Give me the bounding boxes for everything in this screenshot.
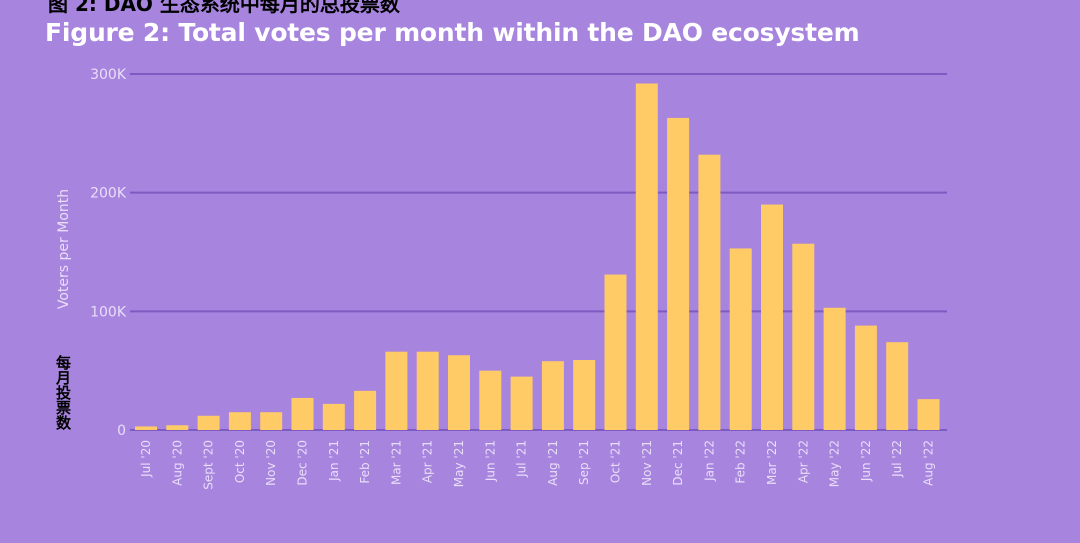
- x-tick-label: Nov '21: [640, 440, 654, 486]
- bar: [698, 154, 721, 430]
- x-tick-label: Jan '22: [702, 440, 716, 482]
- chart-title: Figure 2: Total votes per month within t…: [45, 18, 860, 47]
- x-tick-label: Sept '20: [202, 440, 216, 490]
- bar: [510, 376, 533, 430]
- bar: [792, 243, 815, 430]
- x-tick-label: Feb '21: [358, 440, 372, 484]
- y-tick-label: 0: [117, 423, 126, 439]
- bar: [448, 355, 470, 430]
- bar: [886, 342, 909, 430]
- bar: [917, 399, 940, 430]
- x-tick-label: May '21: [452, 440, 466, 487]
- bar: [416, 351, 439, 430]
- x-tick-label: Mar '21: [389, 440, 403, 485]
- bar: [573, 359, 596, 430]
- x-tick-label: Nov '20: [264, 440, 278, 486]
- top-caption: 图 2: DAO 生态系统中每月的总投票数: [48, 0, 400, 16]
- x-tick-label: Feb '22: [734, 440, 748, 484]
- bar: [729, 248, 752, 430]
- y-tick-label: 100K: [90, 304, 127, 320]
- bar: [197, 415, 220, 430]
- bar: [635, 83, 658, 430]
- x-tick-label: Jun '21: [483, 440, 497, 482]
- x-tick-label: Oct '21: [609, 440, 623, 483]
- bar: [166, 425, 189, 430]
- x-tick-label: Apr '21: [421, 440, 435, 483]
- x-tick-label: Jul '21: [515, 440, 529, 478]
- x-tick-label: May '22: [828, 440, 842, 487]
- x-tick-label: Aug '22: [922, 440, 936, 486]
- x-tick-label: Jul '22: [890, 440, 904, 478]
- y-tick-label: 200K: [90, 186, 127, 202]
- bar: [479, 370, 502, 430]
- bar: [322, 403, 345, 430]
- x-tick-label: Aug '20: [170, 440, 184, 486]
- bar: [260, 412, 283, 430]
- bar: [135, 426, 157, 430]
- bar: [761, 204, 783, 430]
- bar: [228, 412, 251, 430]
- x-tick-label: Mar '22: [765, 440, 779, 485]
- x-tick-label: Sep '21: [577, 440, 591, 485]
- x-tick-label: Dec '20: [296, 440, 310, 486]
- y-axis-label: Voters per Month: [56, 189, 72, 309]
- x-tick-label: Oct '20: [233, 440, 247, 483]
- x-tick-label: Apr '22: [796, 440, 810, 483]
- x-tick-label: Jun '22: [859, 440, 873, 482]
- bar: [385, 351, 408, 430]
- x-tick-label: Jul '20: [139, 440, 153, 478]
- y-tick-label: 300K: [90, 67, 127, 83]
- x-tick-label: Jan '21: [327, 440, 341, 482]
- bar: [823, 307, 846, 430]
- x-tick-label: Aug '21: [546, 440, 560, 486]
- bar: [354, 390, 377, 430]
- bar: [854, 325, 877, 430]
- bar: [541, 361, 564, 430]
- chinese-y-axis-label: 每月投票数: [54, 355, 72, 430]
- bar: [604, 274, 627, 430]
- bar: [291, 397, 314, 430]
- x-tick-label: Dec '21: [671, 440, 685, 486]
- bar: [667, 117, 690, 430]
